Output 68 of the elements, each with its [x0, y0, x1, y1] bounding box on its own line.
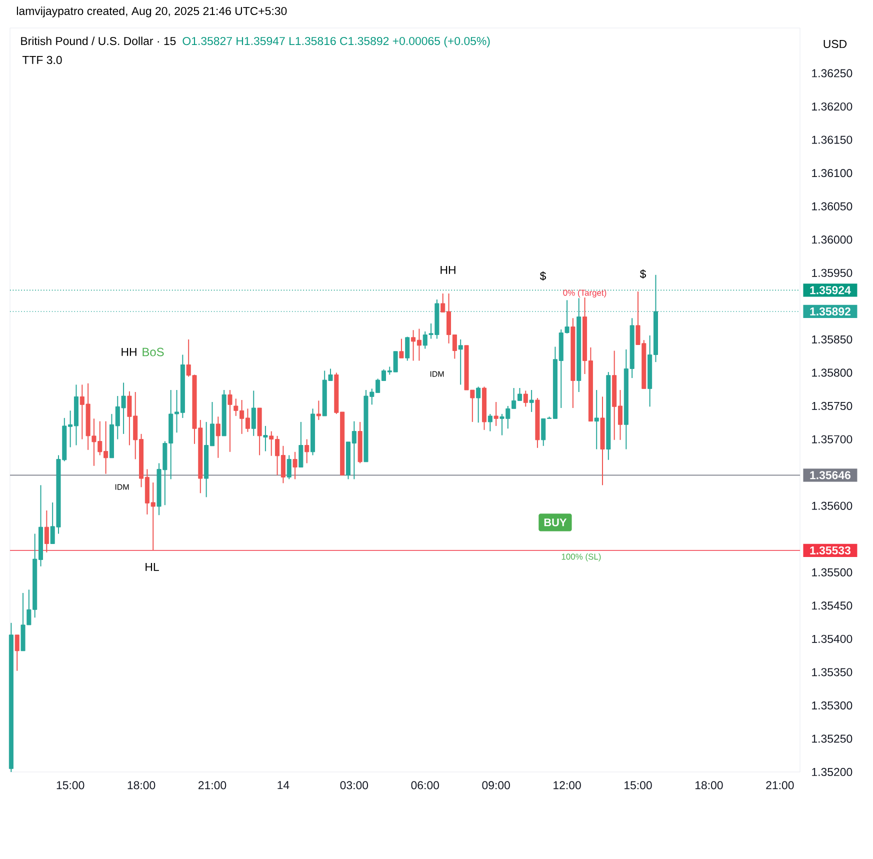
y-tick-label: 1.35800 — [812, 368, 852, 377]
y-tick-label: 1.35700 — [812, 435, 852, 444]
candlestick — [292, 451, 298, 480]
candlestick — [523, 390, 528, 408]
y-tick-label: 1.35500 — [812, 568, 852, 576]
candlestick — [263, 425, 268, 452]
ref-line-label: 1.35533 — [810, 546, 850, 554]
x-tick-label: 18:00 — [128, 781, 156, 790]
y-tick-label: 1.36250 — [812, 69, 852, 78]
x-tick-label: 18:00 — [695, 781, 723, 790]
y-tick-label: 1.36050 — [812, 202, 852, 210]
y-tick-label: 1.35350 — [812, 668, 852, 676]
candlestick — [458, 338, 463, 386]
y-tick-label: 1.35850 — [812, 335, 852, 344]
candlestick — [304, 438, 310, 464]
candlestick — [298, 421, 304, 468]
text: lamvijaypatro created, Aug 20, 2025 21:46 UTC+5:30 — [16, 6, 287, 18]
y-tick-label: 1.35400 — [812, 634, 852, 643]
y-tick-label: 1.36100 — [812, 169, 852, 178]
annotation: $ — [540, 271, 546, 281]
y-tick-label: 1.36000 — [812, 236, 852, 244]
y-tick-label: 1.35300 — [812, 701, 852, 710]
y-tick-label: 1.36150 — [812, 136, 852, 144]
candlestick — [44, 510, 49, 553]
candlestick — [286, 454, 292, 480]
text: O1.35827 H1.35947 L1.35816 C1.35892 +0.00065 (+0.05%) — [182, 36, 490, 48]
annotation: $ — [640, 269, 646, 279]
annotation: BoS — [142, 348, 164, 356]
candlestick — [228, 390, 232, 452]
x-tick-label: 03:00 — [340, 781, 368, 790]
y-tick-label: 1.35600 — [812, 502, 852, 510]
text: British Pound / U.S. Dollar · 15 — [21, 36, 176, 46]
annotation: 0% (Target) — [563, 290, 606, 298]
y-tick-label: 1.36200 — [812, 102, 852, 111]
y-tick-label: 1.35750 — [812, 402, 852, 410]
y-axis-title: USD — [824, 40, 847, 48]
candlestick — [594, 390, 599, 450]
candlestick — [14, 634, 20, 672]
candlestick — [405, 336, 410, 362]
y-tick-label: 1.35250 — [812, 734, 852, 743]
annotation: TTF 3.0 — [22, 56, 62, 64]
x-tick-label: 21:00 — [198, 781, 226, 790]
y-tick-label: 1.35450 — [812, 602, 852, 610]
candlestick — [251, 390, 256, 436]
y-tick-label: 1.35200 — [812, 768, 852, 776]
candlestick — [494, 401, 498, 426]
x-tick-label: 15:00 — [624, 781, 652, 790]
candlestick — [399, 338, 404, 359]
x-tick-label: 14 — [278, 781, 290, 790]
x-tick-label: 21:00 — [766, 781, 794, 790]
candlestick — [476, 386, 481, 424]
x-tick-label: 06:00 — [411, 781, 439, 790]
annotation: 100% (SL) — [562, 553, 601, 562]
ref-line-label: 1.35646 — [810, 471, 850, 480]
candlestick — [216, 416, 220, 458]
candlestick — [529, 390, 534, 412]
candlestick — [488, 413, 492, 432]
x-tick-label: 09:00 — [482, 781, 510, 790]
y-tick-label: 1.35950 — [812, 268, 852, 277]
annotation: HH — [122, 348, 136, 356]
candlestick — [316, 400, 321, 420]
annotation: HL — [146, 563, 159, 571]
x-tick-label: 15:00 — [56, 781, 84, 790]
ref-line-label: 1.35892 — [810, 307, 850, 316]
ref-line-label: 1.35924 — [810, 286, 851, 294]
x-tick-label: 12:00 — [554, 781, 581, 790]
annotation: HH — [440, 266, 456, 274]
annotation: BUY — [544, 518, 567, 526]
